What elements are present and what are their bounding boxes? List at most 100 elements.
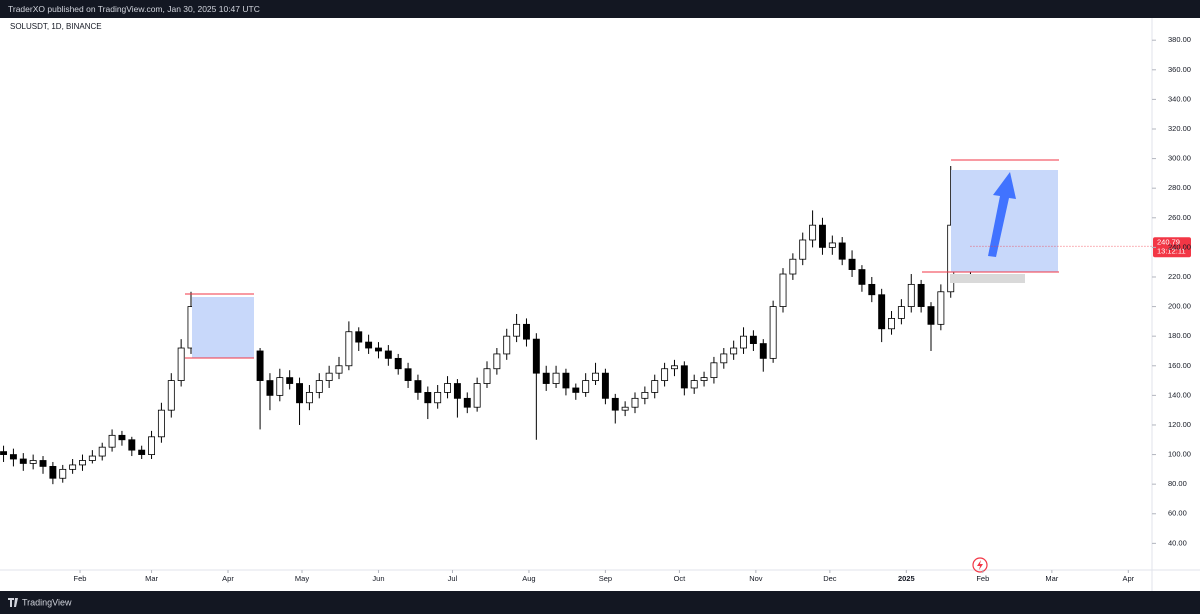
candle-body	[266, 380, 274, 396]
x-tick-label: 2025	[898, 574, 915, 583]
candle-body	[552, 372, 560, 384]
candle-body	[720, 353, 728, 364]
candle-body	[0, 451, 8, 455]
candle-body	[375, 347, 382, 352]
x-tick-label: Apr	[1122, 574, 1134, 583]
y-tick-label: 300.00	[1168, 154, 1191, 163]
candle-body	[138, 449, 146, 455]
candle-body	[345, 331, 353, 367]
candle-body	[897, 306, 905, 319]
candle-body	[868, 283, 876, 296]
candle-body	[365, 341, 373, 349]
candle-body	[305, 392, 313, 404]
candle-body	[671, 365, 678, 370]
y-tick-label: 380.00	[1168, 35, 1191, 44]
candle-body	[592, 372, 599, 381]
event-icon[interactable]	[972, 557, 988, 573]
y-tick-label: 240.00	[1168, 242, 1191, 251]
candle-body	[917, 283, 925, 307]
candle-body	[661, 368, 669, 381]
y-tick-label: 40.00	[1168, 538, 1187, 547]
candle-body	[730, 347, 738, 355]
candle-body	[809, 224, 817, 241]
price-tag-value: 240.79	[1157, 238, 1180, 247]
candle-body	[828, 242, 836, 248]
x-tick-label: Feb	[976, 574, 989, 583]
x-tick-label: Mar	[1045, 574, 1058, 583]
price-tag-countdown: 13:12:11	[1157, 247, 1186, 256]
footer-logo	[8, 598, 18, 607]
y-tick-label: 140.00	[1168, 390, 1191, 399]
candle-body	[483, 368, 491, 384]
candle-body	[493, 353, 501, 370]
candle-body	[325, 372, 333, 381]
symbol-title: SOLUSDT, 1D, BINANCE	[10, 22, 102, 31]
candle-body	[59, 468, 67, 479]
candle-body	[611, 397, 619, 411]
candle-body	[9, 454, 17, 460]
candle-body	[29, 460, 37, 464]
candle-body	[49, 466, 57, 479]
header-text: TraderXO published on TradingView.com, J…	[8, 4, 260, 14]
candle-body	[740, 335, 747, 349]
candle-body	[749, 335, 757, 344]
x-tick-label: May	[295, 574, 309, 583]
candle-body	[888, 318, 895, 330]
candle-body	[98, 446, 106, 457]
candle-body	[848, 258, 856, 270]
candle-body	[631, 397, 639, 408]
candle-body	[601, 372, 609, 399]
y-tick-label: 100.00	[1168, 450, 1191, 459]
candle-body	[39, 460, 47, 467]
candle-body	[680, 365, 688, 389]
candle-body	[641, 392, 649, 399]
candle-body	[394, 357, 402, 370]
candle-body	[118, 434, 126, 441]
y-tick-label: 360.00	[1168, 65, 1191, 74]
y-tick-label: 220.00	[1168, 272, 1191, 281]
candle-body	[315, 380, 323, 393]
candle-body	[424, 392, 432, 404]
candle-body	[128, 439, 136, 451]
candle-body	[759, 343, 767, 359]
candle-body	[404, 368, 412, 381]
candle-body	[453, 383, 461, 399]
candle-body	[819, 224, 826, 248]
candle-body	[769, 306, 777, 359]
candle-body	[562, 372, 570, 389]
candle-body	[690, 380, 698, 389]
y-tick-label: 80.00	[1168, 479, 1187, 488]
footer-text: TradingView	[22, 597, 72, 607]
candle-body	[69, 464, 77, 470]
y-tick-label: 200.00	[1168, 302, 1191, 311]
candle-body	[108, 434, 116, 448]
price-tag-box	[1153, 237, 1191, 258]
candle-body	[444, 383, 451, 393]
y-tick-label: 260.00	[1168, 213, 1191, 222]
candle-body	[651, 380, 659, 393]
x-tick-label: Nov	[749, 574, 763, 583]
x-tick-label: Mar	[145, 574, 158, 583]
candle-body	[523, 323, 530, 340]
candle-body	[542, 372, 550, 384]
x-tick-label: Sep	[599, 574, 612, 583]
candle-body	[503, 335, 511, 355]
candle-body	[700, 377, 708, 381]
candle-body	[532, 338, 540, 374]
y-tick-label: 160.00	[1168, 361, 1191, 370]
x-tick-label: Aug	[522, 574, 535, 583]
y-tick-label: 60.00	[1168, 509, 1187, 518]
candle-body	[710, 362, 718, 379]
candle-body	[434, 392, 442, 404]
candle-body	[463, 397, 471, 408]
candle-body	[907, 283, 915, 307]
candle-body	[799, 239, 807, 260]
candle-body	[256, 350, 264, 381]
candle-body	[582, 380, 590, 393]
candle-body	[177, 347, 185, 381]
candle-body	[148, 436, 156, 455]
y-tick-label: 340.00	[1168, 94, 1191, 103]
candle-body	[858, 269, 866, 285]
y-tick-label: 320.00	[1168, 124, 1191, 133]
